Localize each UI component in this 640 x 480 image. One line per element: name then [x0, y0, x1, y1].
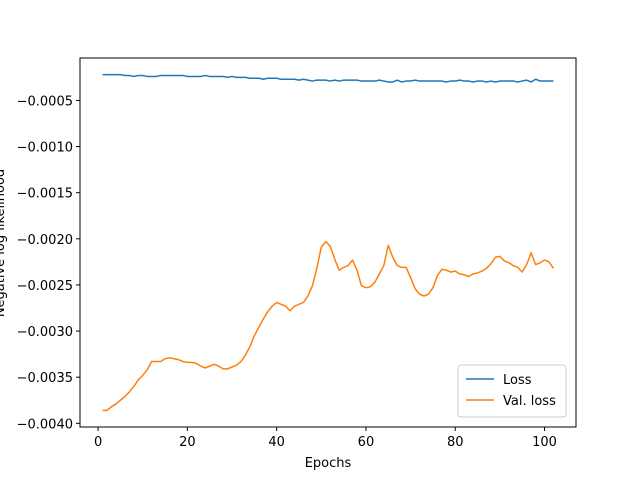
y-tick-label: −0.0025 — [17, 279, 73, 294]
x-tick-label: 20 — [179, 435, 196, 450]
legend-label: Loss — [503, 373, 532, 388]
y-axis-label: Negative log likelihood — [0, 169, 8, 317]
legend-label: Val. loss — [503, 394, 556, 409]
y-tick-label: −0.0005 — [17, 94, 73, 109]
y-tick-label: −0.0015 — [17, 187, 73, 202]
y-tick-label: −0.0030 — [17, 325, 73, 340]
x-tick-label: 100 — [532, 435, 557, 450]
x-tick-label: 40 — [268, 435, 285, 450]
x-tick-label: 60 — [358, 435, 375, 450]
x-tick-label: 0 — [94, 435, 102, 450]
y-tick-label: −0.0020 — [17, 233, 73, 248]
y-tick-label: −0.0035 — [17, 371, 73, 386]
y-tick-label: −0.0010 — [17, 141, 73, 156]
series-line — [102, 240, 555, 412]
series-line — [102, 73, 554, 83]
x-axis-label: Epochs — [305, 456, 352, 471]
y-tick-label: −0.0040 — [17, 417, 73, 432]
plot-frame — [79, 57, 577, 428]
legend-box — [457, 364, 567, 418]
x-tick-label: 80 — [447, 435, 464, 450]
